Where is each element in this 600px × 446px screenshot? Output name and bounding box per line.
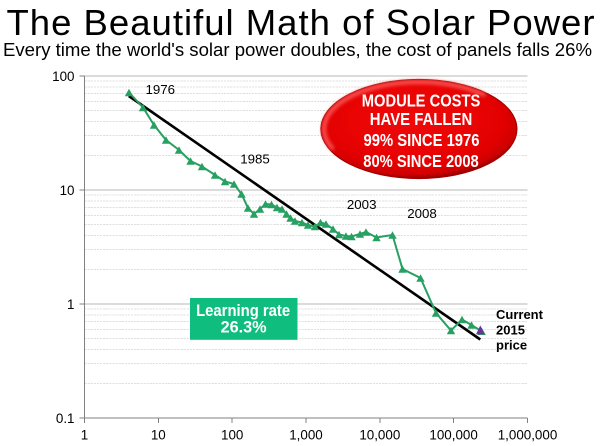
svg-text:HAVE FALLEN: HAVE FALLEN bbox=[370, 110, 473, 129]
svg-text:10: 10 bbox=[151, 428, 166, 443]
svg-text:100,000: 100,000 bbox=[429, 428, 477, 443]
svg-text:1: 1 bbox=[67, 297, 74, 312]
svg-text:10,000: 10,000 bbox=[359, 428, 400, 443]
svg-text:The Beautiful Math of Solar Po: The Beautiful Math of Solar Power bbox=[7, 2, 595, 43]
svg-text:Learning rate: Learning rate bbox=[196, 303, 290, 321]
svg-text:99% SINCE 1976: 99% SINCE 1976 bbox=[364, 131, 480, 150]
svg-text:1,000,000: 1,000,000 bbox=[498, 428, 558, 443]
svg-text:1: 1 bbox=[81, 428, 88, 443]
svg-text:10: 10 bbox=[60, 183, 75, 198]
svg-text:1985: 1985 bbox=[240, 152, 270, 167]
svg-text:0.1: 0.1 bbox=[56, 411, 75, 426]
svg-text:100: 100 bbox=[52, 69, 74, 84]
svg-text:26.3%: 26.3% bbox=[221, 319, 267, 337]
svg-text:Current: Current bbox=[496, 307, 544, 322]
svg-text:1,000: 1,000 bbox=[289, 428, 323, 443]
svg-text:80% SINCE 2008: 80% SINCE 2008 bbox=[363, 152, 479, 171]
svg-text:price: price bbox=[496, 338, 527, 353]
svg-text:Every time the world's solar p: Every time the world's solar power doubl… bbox=[3, 39, 592, 60]
svg-text:2003: 2003 bbox=[347, 197, 377, 212]
svg-text:1976: 1976 bbox=[146, 82, 176, 97]
svg-text:100: 100 bbox=[221, 428, 243, 443]
svg-text:MODULE COSTS: MODULE COSTS bbox=[362, 92, 481, 111]
svg-text:2015: 2015 bbox=[496, 322, 525, 337]
svg-text:2008: 2008 bbox=[407, 206, 437, 221]
